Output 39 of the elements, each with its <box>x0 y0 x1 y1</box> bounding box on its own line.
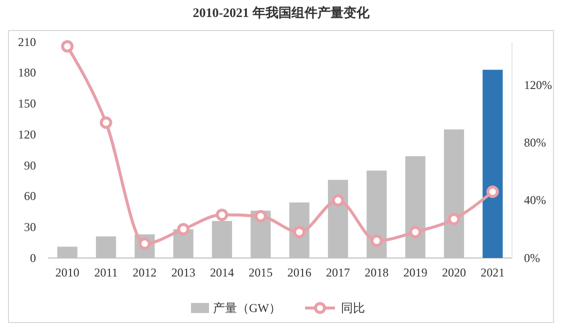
point <box>448 212 460 226</box>
x-tick-label: 2012 <box>132 266 157 280</box>
y-tick-label: 180 <box>18 66 36 80</box>
legend-label: 产量（GW） <box>213 301 281 315</box>
x-tick-label: 2015 <box>248 266 273 280</box>
y2-tick-label: 40% <box>524 193 546 208</box>
point <box>216 208 228 222</box>
y-tick-label: 60 <box>24 189 36 204</box>
point <box>486 186 499 198</box>
x-tick-label: 2017 <box>326 266 350 280</box>
y-tick-label: 120 <box>18 127 36 142</box>
y2-tick-label: 80% <box>524 136 546 150</box>
point <box>100 116 112 129</box>
x-tick-label: 2013 <box>171 266 196 280</box>
point <box>409 226 422 238</box>
x-tick-label: 2020 <box>442 266 466 280</box>
point <box>61 40 74 53</box>
point <box>293 226 306 238</box>
x-tick-label: 2018 <box>364 266 389 280</box>
y-tick-label: 210 <box>18 34 36 49</box>
point <box>177 222 190 236</box>
y2-tick-label: 120% <box>524 78 552 92</box>
legend-label: 同比 <box>341 301 365 315</box>
point <box>254 210 267 222</box>
x-tick-label: 2016 <box>287 266 312 280</box>
chart-title: 2010-2021 年我国组件产量变化 <box>192 5 370 20</box>
y2-tick-label: 0% <box>524 250 540 265</box>
point <box>370 234 383 247</box>
y-tick-label: 150 <box>18 96 36 111</box>
x-tick-label: 2021 <box>480 266 505 280</box>
x-tick-label: 2014 <box>210 266 234 280</box>
y-tick-label: 90 <box>24 158 36 172</box>
y-tick-label: 0 <box>30 250 36 265</box>
point <box>332 194 344 207</box>
x-tick-label: 2019 <box>403 266 428 280</box>
x-tick-label: 2011 <box>94 266 118 280</box>
y-tick-label: 30 <box>24 220 36 234</box>
x-tick-label: 2010 <box>55 266 80 280</box>
bar <box>482 70 503 258</box>
